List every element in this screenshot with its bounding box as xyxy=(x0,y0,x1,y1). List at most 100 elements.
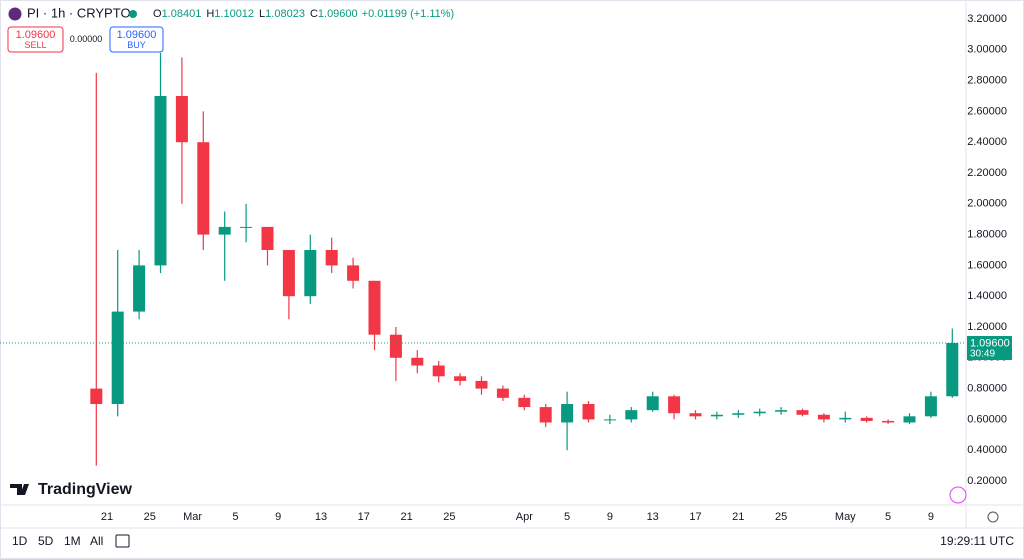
candle-body xyxy=(603,419,616,421)
axes: 0.200000.400000.600000.800001.000001.200… xyxy=(101,13,1012,523)
y-tick-label: 1.80000 xyxy=(967,229,1007,241)
ohlc-value: 1.09600 xyxy=(318,8,358,20)
candle-body xyxy=(668,396,681,414)
news-icon[interactable] xyxy=(949,486,967,504)
y-tick-label: 1.20000 xyxy=(967,321,1007,333)
candle-body xyxy=(411,357,424,366)
range-button[interactable]: 5D xyxy=(38,534,54,548)
y-tick-label: 3.20000 xyxy=(967,13,1007,25)
change: +0.01199 (+1.11%) xyxy=(362,8,455,20)
last-price-label: 1.09600 xyxy=(970,337,1010,349)
y-tick-label: 0.80000 xyxy=(967,383,1007,395)
y-tick-label: 0.60000 xyxy=(967,413,1007,425)
candle-body xyxy=(154,96,167,266)
candle-body xyxy=(839,417,852,420)
range-button[interactable]: 1D xyxy=(12,534,28,548)
candle-body xyxy=(240,226,253,228)
candles xyxy=(0,52,966,466)
candle-body xyxy=(475,380,488,389)
last-price-tag xyxy=(967,336,1012,361)
ohlc-value: 1.10012 xyxy=(214,8,254,20)
candle-body xyxy=(946,343,959,397)
candle-body xyxy=(518,397,531,408)
y-tick-label: 0.40000 xyxy=(967,444,1007,456)
buy-label: BUY xyxy=(127,40,146,50)
candle-body xyxy=(817,414,830,420)
sell-button[interactable] xyxy=(7,26,64,53)
x-tick-label: 13 xyxy=(647,511,659,523)
spread: 0.00000 xyxy=(70,34,103,44)
x-tick-label: 9 xyxy=(275,511,281,523)
brand-name[interactable]: TradingView xyxy=(38,481,133,498)
y-tick-label: 0.20000 xyxy=(967,475,1007,487)
candle-body xyxy=(368,280,381,335)
buy-price: 1.09600 xyxy=(117,29,157,41)
x-tick-label: Mar xyxy=(183,511,202,523)
candle-body xyxy=(689,413,702,417)
x-tick-label: 25 xyxy=(144,511,156,523)
candle-body xyxy=(175,96,188,143)
x-tick-label: 25 xyxy=(443,511,455,523)
y-tick-label: 1.40000 xyxy=(967,290,1007,302)
x-tick-label: May xyxy=(835,511,856,523)
ohlc-value: 1.08023 xyxy=(265,8,305,20)
candle-body xyxy=(582,404,595,420)
x-tick-label: 21 xyxy=(101,511,113,523)
candle-body xyxy=(432,365,445,377)
toolbar: 1D 5D 1M All xyxy=(12,534,103,548)
symbol-icon xyxy=(8,7,22,21)
market-status xyxy=(129,10,137,18)
candle-body xyxy=(282,250,295,297)
ohlc-label: O xyxy=(153,8,162,20)
symbol[interactable]: PI · 1h · CRYPTO xyxy=(27,5,131,20)
ohlc-label: L xyxy=(259,8,265,20)
candle-body xyxy=(924,396,937,417)
candle-body xyxy=(646,396,659,411)
candle-body xyxy=(111,311,124,404)
candle-body xyxy=(732,413,745,415)
candle-body xyxy=(625,410,638,420)
sell-price: 1.09600 xyxy=(16,29,56,41)
x-tick-label: 13 xyxy=(315,511,327,523)
candle-body xyxy=(304,250,317,297)
candle-body xyxy=(218,226,231,235)
x-tick-label: 25 xyxy=(775,511,787,523)
x-tick-label: 5 xyxy=(564,511,570,523)
settings-icon[interactable] xyxy=(987,511,999,523)
sell-label: SELL xyxy=(24,40,46,50)
candle-body xyxy=(496,388,509,398)
candle-body xyxy=(133,265,146,312)
candle-body xyxy=(454,376,467,381)
x-tick-label: Apr xyxy=(516,511,533,523)
countdown: 30:49 xyxy=(970,349,995,360)
brand-logo xyxy=(10,484,29,495)
y-tick-label: 2.80000 xyxy=(967,75,1007,87)
y-tick-label: 2.20000 xyxy=(967,167,1007,179)
candle-body xyxy=(860,417,873,421)
x-tick-label: 17 xyxy=(689,511,701,523)
y-tick-label: 1.60000 xyxy=(967,259,1007,271)
range-button[interactable]: All xyxy=(90,534,103,548)
candle-body xyxy=(882,420,895,423)
clock[interactable]: 19:29:11 UTC xyxy=(940,534,1014,548)
date-range-icon[interactable] xyxy=(115,534,130,548)
y-tick-label: 3.00000 xyxy=(967,44,1007,56)
x-tick-label: 5 xyxy=(232,511,238,523)
ohlc-label: C xyxy=(310,8,318,20)
buy-button[interactable] xyxy=(109,26,164,53)
x-tick-label: 9 xyxy=(607,511,613,523)
candle-body xyxy=(561,404,574,423)
ohlc-legend: O1.08401 H1.10012 L1.08023 C1.09600 +0.01199… xyxy=(153,8,454,20)
candle-body xyxy=(325,250,338,266)
candle-body xyxy=(90,388,103,404)
candle-body xyxy=(261,226,274,250)
y-tick-label: 2.60000 xyxy=(967,105,1007,117)
range-button[interactable]: 1M xyxy=(64,534,81,548)
x-tick-label: 17 xyxy=(358,511,370,523)
x-tick-label: 5 xyxy=(885,511,891,523)
candle-body xyxy=(903,416,916,423)
candle-body xyxy=(710,414,723,417)
ohlc-text: O1.08401 H1.10012 L1.08023 C1.09600 +0.01199… xyxy=(153,8,454,20)
